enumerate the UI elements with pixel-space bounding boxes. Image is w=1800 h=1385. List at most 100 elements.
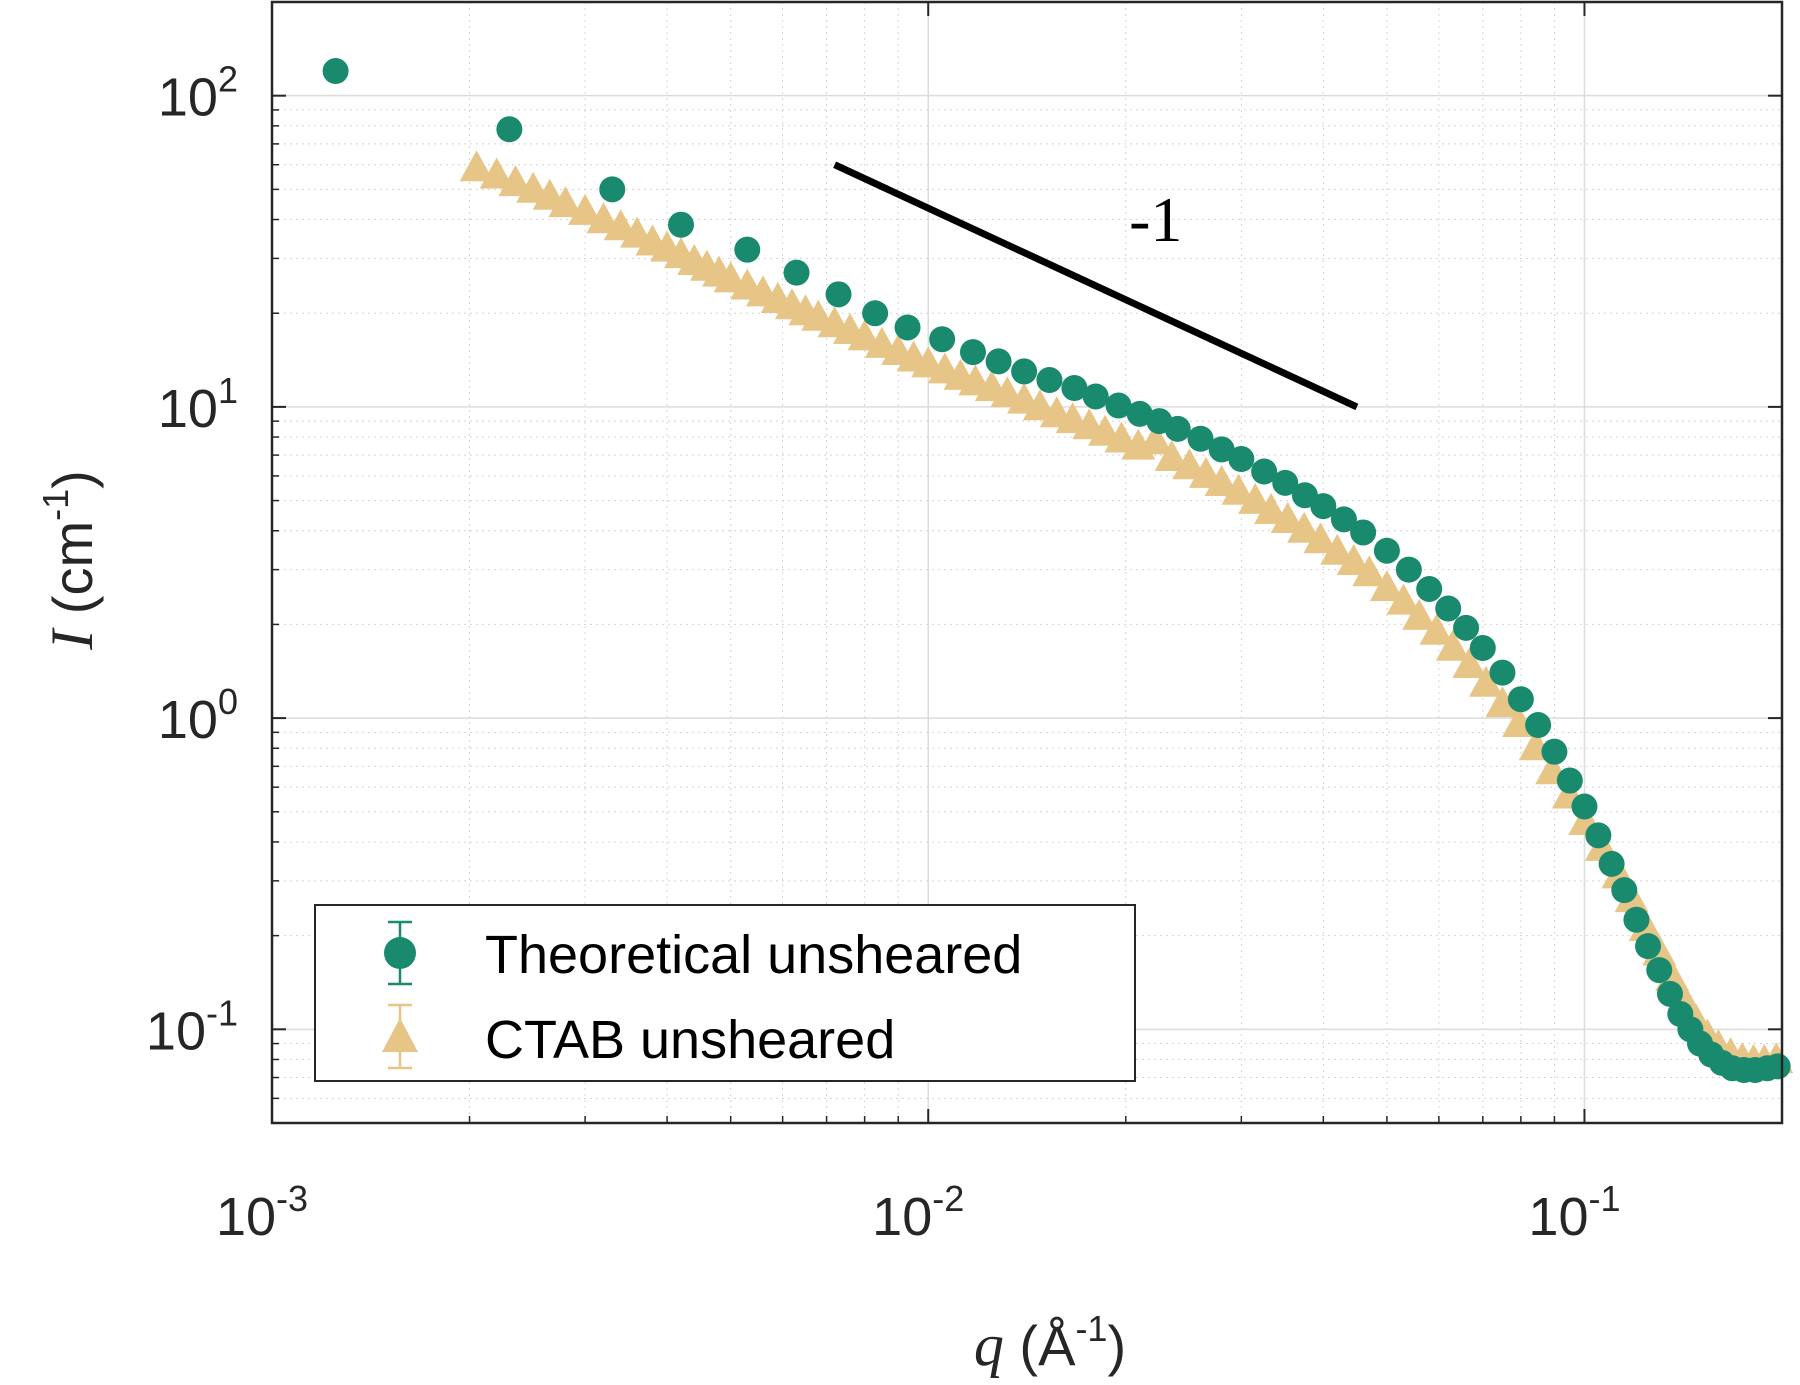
data-point-ctab — [1172, 448, 1207, 480]
slope-line — [833, 161, 1359, 411]
data-point-ctab — [1336, 544, 1371, 576]
x-axis-var: q — [974, 1312, 1004, 1378]
data-point-theoretical — [1061, 375, 1088, 402]
data-point-theoretical — [1187, 425, 1214, 452]
data-point-theoretical — [667, 211, 694, 238]
data-point-theoretical — [1082, 383, 1109, 410]
data-point-theoretical — [1541, 738, 1568, 765]
x-tick-label: 10-1 — [1528, 1178, 1620, 1247]
y-axis-unit-close: ) — [41, 470, 104, 489]
data-point-ctab — [548, 186, 583, 218]
data-point-theoretical — [1556, 767, 1583, 794]
data-point-ctab — [1419, 613, 1454, 645]
data-point-ctab — [479, 157, 514, 189]
data-point-theoretical — [1310, 493, 1337, 520]
data-point-theoretical — [1272, 469, 1299, 496]
data-point-ctab — [1221, 473, 1256, 505]
data-point-theoretical — [1228, 446, 1255, 473]
data-point-theoretical — [1764, 1053, 1791, 1080]
data-point-theoretical — [825, 281, 852, 308]
data-point-theoretical — [1416, 575, 1443, 602]
data-point-theoretical — [1373, 537, 1400, 564]
y-axis-label: I (cm-1) — [35, 470, 105, 651]
data-point-theoretical — [783, 259, 810, 286]
y-tick-label: 101 — [158, 370, 238, 439]
data-point-theoretical — [1598, 850, 1625, 877]
y-axis-unit-open: (cm — [41, 521, 104, 630]
data-point-theoretical — [1635, 933, 1662, 960]
data-point-theoretical — [1126, 400, 1153, 427]
data-point-theoretical — [734, 236, 761, 263]
data-point-ctab — [1402, 598, 1437, 630]
data-point-theoretical — [929, 326, 956, 353]
y-tick-labels: 10-1 100 101 102 — [146, 59, 238, 1062]
data-point-ctab — [1270, 501, 1305, 533]
x-tick-label: 10-2 — [872, 1178, 964, 1247]
data-point-theoretical — [862, 300, 889, 327]
data-point-theoretical — [1585, 822, 1612, 849]
x-axis-unit-open: (Å — [1004, 1314, 1076, 1377]
data-point-theoretical — [322, 58, 349, 85]
y-tick-label: 10-1 — [146, 992, 238, 1061]
data-point-ctab — [1138, 423, 1173, 455]
data-point-ctab — [1154, 440, 1189, 472]
data-point-ctab — [498, 165, 533, 197]
slope-annotation: -1 — [833, 161, 1359, 411]
data-point-theoretical — [1469, 634, 1496, 661]
data-point-ctab — [1287, 511, 1322, 543]
y-axis-unit-exp: -1 — [35, 489, 76, 521]
data-point-ctab — [1386, 583, 1421, 615]
data-point-ctab — [1369, 569, 1404, 601]
data-point-theoretical — [1036, 367, 1063, 394]
slope-label: -1 — [1129, 184, 1182, 255]
data-point-theoretical — [1330, 506, 1357, 533]
axis-ticks — [271, 1, 1783, 1124]
x-tick-labels: 10-3 10-2 10-1 — [216, 1178, 1621, 1247]
data-point-ctab — [1352, 555, 1387, 587]
data-point-theoretical — [496, 116, 523, 143]
data-point-theoretical — [1611, 877, 1638, 904]
data-point-ctab — [847, 319, 882, 351]
x-axis-unit-close: ) — [1107, 1314, 1126, 1377]
data-point-ctab — [1204, 465, 1239, 497]
data-point-theoretical — [959, 339, 986, 366]
data-point-theoretical — [1011, 358, 1038, 385]
data-point-theoretical — [1208, 436, 1235, 463]
legend-marker-ctab — [382, 1003, 418, 1070]
data-point-ctab — [1452, 647, 1487, 679]
data-point-theoretical — [1435, 595, 1462, 622]
data-point-theoretical — [1164, 415, 1191, 442]
data-point-theoretical — [1525, 712, 1552, 739]
data-point-ctab — [1320, 533, 1355, 565]
data-point-ctab — [568, 193, 603, 225]
legend-marker-theoretical — [384, 920, 416, 986]
y-tick-label: 100 — [158, 681, 238, 750]
data-point-theoretical — [1623, 906, 1650, 933]
data-point-ctab — [1238, 482, 1273, 514]
data-point-ctab — [1485, 686, 1520, 718]
series-theoretical-unsheared — [322, 58, 1791, 1084]
legend: Theoretical unsheared CTAB unsheared — [314, 904, 1136, 1082]
legend-box — [314, 904, 1136, 1082]
data-point-theoretical — [985, 348, 1012, 375]
data-point-ctab — [1254, 492, 1289, 524]
x-axis-label: q (Å-1) — [974, 1308, 1126, 1378]
legend-label-ctab: CTAB unsheared — [485, 1010, 895, 1070]
data-point-theoretical — [1395, 556, 1422, 583]
data-point-theoretical — [1571, 793, 1598, 820]
y-tick-label: 102 — [158, 59, 238, 128]
data-point-theoretical — [1489, 659, 1516, 686]
data-point-ctab — [459, 150, 494, 182]
data-point-ctab — [1435, 629, 1470, 661]
data-point-theoretical — [1507, 686, 1534, 713]
legend-label-theoretical: Theoretical unsheared — [485, 925, 1022, 985]
data-point-ctab — [1303, 522, 1338, 554]
x-axis-unit-exp: -1 — [1075, 1308, 1107, 1349]
data-point-ctab — [1469, 665, 1504, 697]
data-point-theoretical — [1656, 980, 1683, 1007]
data-point-theoretical — [1453, 614, 1480, 641]
x-tick-label: 10-3 — [216, 1178, 308, 1247]
data-point-theoretical — [1646, 957, 1673, 984]
data-point-theoretical — [599, 176, 626, 203]
